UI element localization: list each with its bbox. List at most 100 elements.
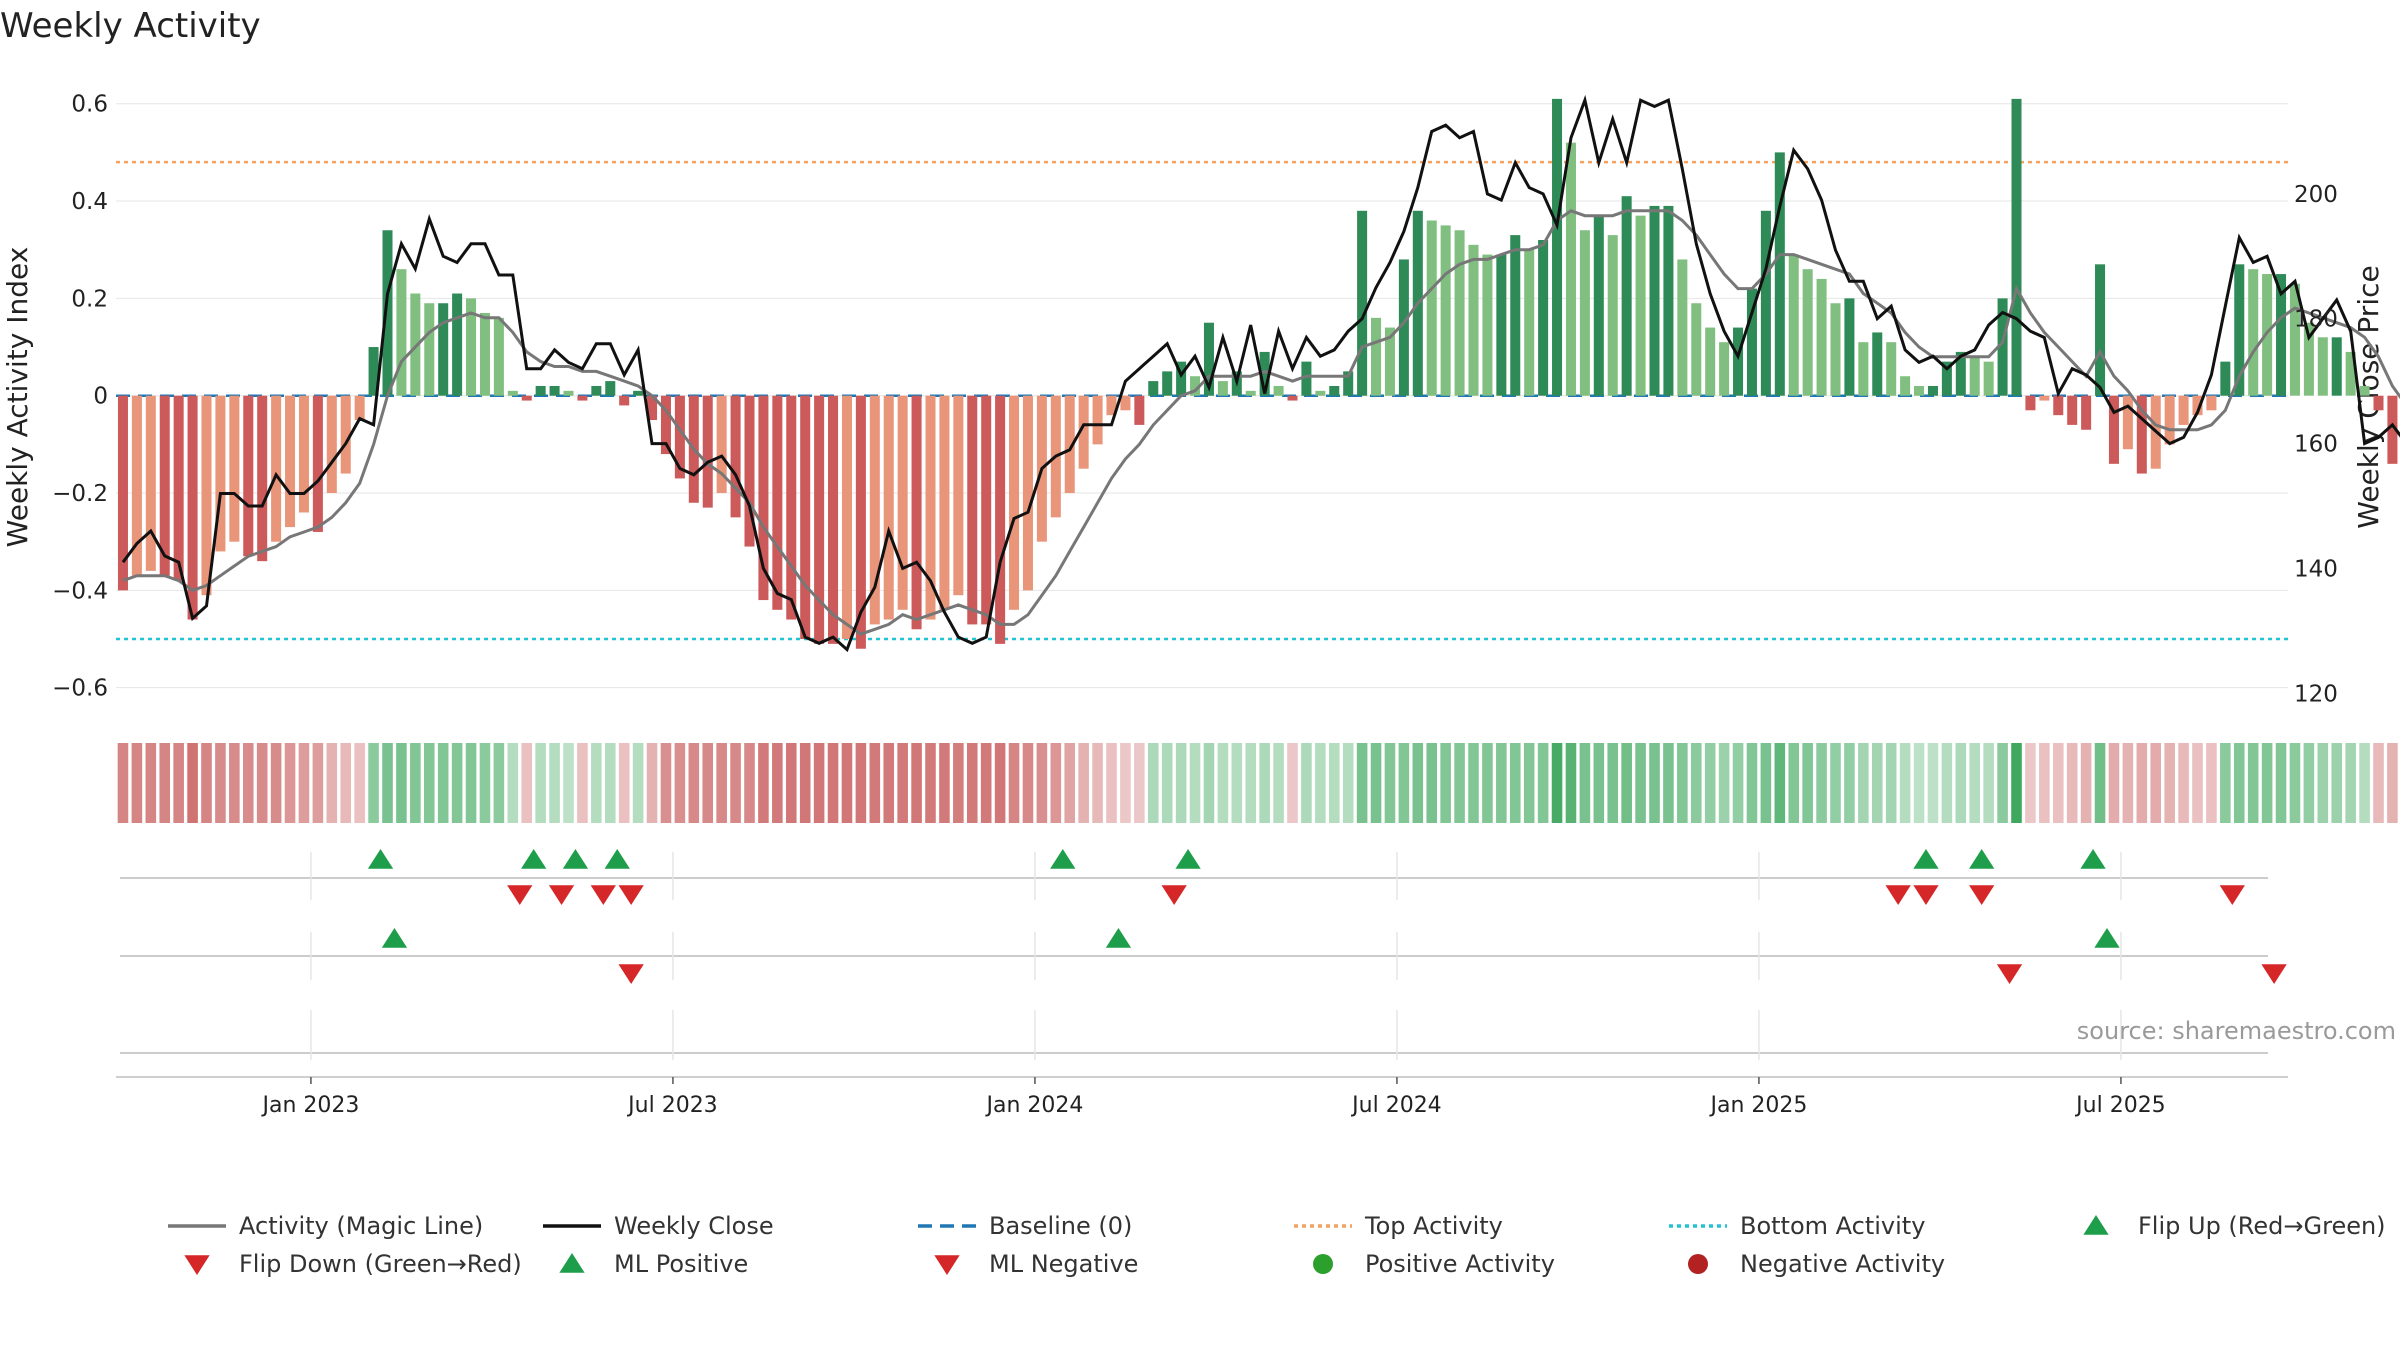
activity-bar — [1454, 230, 1465, 396]
sentiment-cell — [688, 743, 700, 823]
activity-bar — [2331, 337, 2342, 396]
ml-negative-marker — [1996, 964, 2023, 984]
sentiment-cell — [451, 743, 463, 823]
sentiment-cell — [1746, 743, 1758, 823]
activity-bar — [563, 390, 574, 396]
sentiment-cell — [1315, 743, 1326, 823]
activity-bar — [1287, 395, 1298, 401]
activity-bar — [2095, 264, 2106, 396]
sentiment-cell — [1858, 743, 1869, 823]
activity-bar — [1022, 395, 1033, 591]
activity-bar — [2122, 395, 2133, 450]
activity-bar — [2206, 395, 2217, 411]
sentiment-cell — [1955, 743, 1967, 823]
sentiment-cell — [618, 743, 630, 823]
activity-bar — [939, 395, 950, 610]
sentiment-cell — [925, 743, 936, 823]
activity-bar — [1677, 259, 1688, 396]
activity-bar — [786, 395, 797, 620]
sentiment-cell — [298, 743, 310, 823]
sentiment-cell — [2289, 743, 2301, 823]
sentiment-cell — [1106, 743, 1117, 823]
activity-bar — [2289, 283, 2300, 396]
legend-item: Flip Up (Red→Green) — [2083, 1212, 2386, 1240]
activity-bar — [577, 395, 588, 401]
activity-bar — [1816, 278, 1827, 396]
activity-bar — [925, 395, 936, 620]
sentiment-cell — [131, 743, 143, 823]
sentiment-cell — [1621, 743, 1632, 823]
activity-bar — [1607, 235, 1618, 396]
activity-bar — [271, 395, 282, 542]
y-tick-label: 0.4 — [71, 189, 108, 215]
x-tick-label: Jan 2025 — [1708, 1093, 1807, 1118]
activity-bar — [2220, 361, 2231, 396]
sentiment-cell — [1551, 743, 1563, 823]
sentiment-cell — [855, 743, 867, 823]
sentiment-cell — [117, 743, 129, 823]
sentiment-cell — [827, 743, 839, 823]
x-tick-label: Jan 2024 — [984, 1093, 1083, 1118]
x-tick-label: Jul 2025 — [2074, 1093, 2166, 1118]
sentiment-cell — [2206, 743, 2217, 823]
sentiment-cell — [1384, 743, 1396, 823]
sentiment-cell — [2303, 743, 2315, 823]
sentiment-cell — [980, 743, 992, 823]
activity-bar — [1482, 254, 1493, 396]
activity-bar — [1190, 376, 1201, 396]
flip-down-marker — [1161, 885, 1187, 905]
flip-up-marker — [521, 849, 547, 869]
activity-bar — [1496, 254, 1507, 396]
legend-item: Positive Activity — [1313, 1250, 1555, 1278]
sentiment-cell — [2011, 743, 2022, 823]
sentiment-cell — [1509, 743, 1521, 823]
signal-panels — [120, 849, 2287, 1060]
activity-bar — [1009, 395, 1020, 610]
legend-item: Top Activity — [1294, 1212, 1503, 1240]
activity-bar — [1273, 385, 1284, 396]
sentiment-cell — [1078, 743, 1089, 823]
sentiment-cell — [1690, 743, 1702, 823]
legend-label: Negative Activity — [1740, 1250, 1945, 1278]
sentiment-cell — [1050, 743, 1062, 823]
activity-bar — [619, 395, 630, 406]
sentiment-cell — [632, 743, 644, 823]
y-axis-ticks: 0.6 0.4 0.2 0 −0.2 −0.4 −0.6 — [52, 92, 108, 702]
activity-bar — [368, 347, 379, 396]
sentiment-cell — [549, 743, 560, 823]
activity-bar — [354, 395, 365, 421]
legend-label: ML Positive — [614, 1250, 748, 1278]
activity-bar — [1788, 254, 1799, 396]
sentiment-cell — [2066, 743, 2078, 823]
sentiment-cell — [354, 743, 365, 823]
ml-positive-marker — [381, 928, 408, 948]
activity-bar — [1941, 361, 1952, 396]
activity-bar — [410, 293, 421, 396]
sentiment-cell — [660, 743, 672, 823]
activity-bar — [479, 312, 490, 396]
activity-bar — [1830, 303, 1841, 396]
legend-item: ML Positive — [559, 1250, 748, 1278]
legend-label: Flip Up (Red→Green) — [2138, 1212, 2386, 1240]
sentiment-cell — [145, 743, 157, 823]
activity-bar — [1649, 205, 1660, 396]
y2-tick-label: 160 — [2294, 432, 2338, 458]
sentiment-cell — [410, 743, 421, 823]
legend-label: Top Activity — [1364, 1212, 1503, 1240]
sentiment-cell — [869, 743, 881, 823]
magic-line — [122, 209, 2400, 636]
activity-bar — [883, 395, 894, 620]
legend-swatch-triangle — [934, 1255, 960, 1275]
flip-up-marker — [1175, 849, 1201, 869]
activity-bar — [2192, 395, 2203, 416]
sentiment-cell — [799, 743, 811, 823]
activity-bar — [1565, 142, 1576, 396]
activity-bar — [340, 395, 351, 474]
y2-tick-label: 120 — [2294, 681, 2338, 707]
activity-bar — [493, 317, 504, 396]
sentiment-cell — [1607, 743, 1619, 823]
ml-positive-marker — [1105, 928, 1132, 948]
flip-up-marker — [604, 849, 630, 869]
sentiment-cell — [1579, 743, 1591, 823]
sentiment-cell — [2039, 743, 2050, 823]
